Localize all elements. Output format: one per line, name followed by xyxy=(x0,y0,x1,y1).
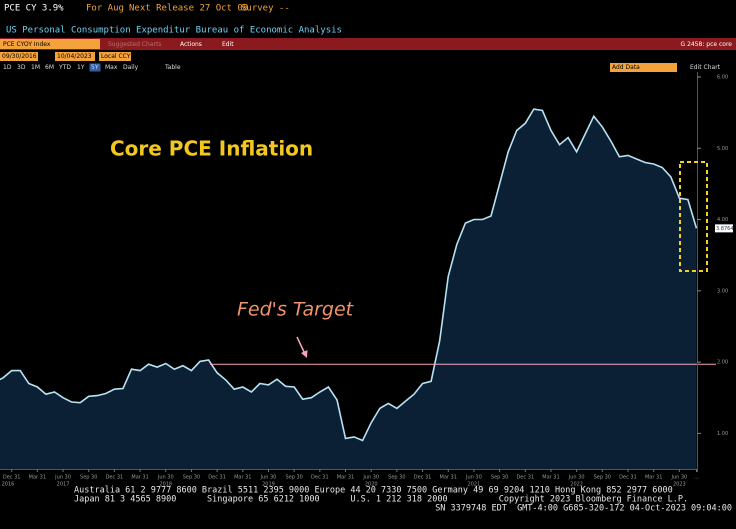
range-button[interactable]: 1M xyxy=(31,64,40,71)
x-tick-label: Dec 31 xyxy=(311,475,329,481)
end-date-box[interactable] xyxy=(55,52,95,61)
range-button[interactable]: 5Y xyxy=(91,64,99,71)
description: US Personal Consumption Expenditur Burea… xyxy=(6,26,342,36)
x-tick-label: Mar 31 xyxy=(234,475,251,481)
x-tick-label: Mar 31 xyxy=(542,475,559,481)
x-tick-label: Mar 31 xyxy=(29,475,46,481)
footer-line: Australia 61 2 9777 8600 Brazil 5511 239… xyxy=(74,486,673,496)
x-tick-label: Dec 31 xyxy=(619,475,637,481)
security: PCE CYOY Index xyxy=(3,41,51,48)
x-tick-label: Mar 31 xyxy=(131,475,148,481)
edit[interactable]: Edit xyxy=(222,41,234,48)
x-tick-label: Dec 31 xyxy=(106,475,124,481)
x-tick-label: Jun 30 xyxy=(54,475,71,481)
arrow-shaft xyxy=(296,336,306,355)
x-year-label: 2022 xyxy=(570,482,583,488)
x-tick-label: Mar 31 xyxy=(645,475,662,481)
x-tick-label: Dec 31 xyxy=(414,475,432,481)
y-tick-label: 3.00 xyxy=(717,288,728,294)
range-button[interactable]: 6M xyxy=(45,64,54,71)
x-tick-label: Jun 30 xyxy=(670,475,687,481)
x-tick-label: Sep 30 xyxy=(183,475,200,481)
range-button[interactable]: 1Y xyxy=(77,64,85,71)
survey: Survey -- xyxy=(241,4,290,14)
chart-id: G 2458: pce core xyxy=(681,41,733,48)
y-tick-label: 6.00 xyxy=(717,75,728,81)
range-active xyxy=(89,63,101,72)
x-year-label: 2018 xyxy=(159,482,172,488)
x-tick-label: Mar 31 xyxy=(440,475,457,481)
x-year-label: 2023 xyxy=(673,482,686,488)
y-tick-label: 2.00 xyxy=(717,360,728,366)
plot: 1.00 2.00 3.00 4.00 5.00 6.00 3.8764 Dec 31 Mar … xyxy=(0,72,734,488)
y-tick-label: 4.00 xyxy=(717,217,728,223)
end-date: 10/04/2023 xyxy=(57,53,92,60)
x-year-label: 2017 xyxy=(57,482,70,488)
range-buttons: 1D 3D 1M 6M YTD 1Y 5Y Max Daily Table xyxy=(3,63,181,72)
y-tick-label: 5.00 xyxy=(717,146,728,152)
x-tick-label: Sep 30 xyxy=(80,475,97,481)
start-date-box[interactable] xyxy=(0,52,38,61)
x-year-label: 2021 xyxy=(468,482,481,488)
x-tick-label: Sep 30 xyxy=(285,475,302,481)
x-tick-label: Jun 30 xyxy=(568,475,585,481)
ticker: PCE CY 3.9% xyxy=(4,4,64,14)
annotation: Fed's Target xyxy=(237,299,355,321)
next-release: Next Release 27 Oct 08 xyxy=(129,4,248,14)
x-tick-label: Dec 31 xyxy=(516,475,534,481)
y-tick-label: 1.00 xyxy=(717,431,728,437)
range-button[interactable]: Table xyxy=(164,64,181,71)
range-button[interactable]: Max xyxy=(105,64,118,71)
x-tick-label: Sep 30 xyxy=(388,475,405,481)
x-tick-label: Sep 30 xyxy=(594,475,611,481)
footer-line: SN 3379748 EDT GMT-4:00 G685-320-172 04-… xyxy=(435,504,732,514)
start-date: 09/30/2016 xyxy=(2,53,37,60)
x-tick-label: Jun 30 xyxy=(362,475,379,481)
range-button[interactable]: YTD xyxy=(58,64,71,71)
line xyxy=(0,108,698,442)
x-tick-label: Sep 30 xyxy=(491,475,508,481)
x-year-label: 2020 xyxy=(365,482,378,488)
period: For Aug xyxy=(86,4,124,14)
currency: Local CCY xyxy=(101,53,131,60)
chart-title: Core PCE Inflation xyxy=(110,137,313,161)
highlight-box xyxy=(679,161,708,272)
edit-chart[interactable]: Edit Chart xyxy=(690,64,721,71)
footer-line: Japan 81 3 4565 8900 Singapore 65 6212 1… xyxy=(74,495,688,505)
x-year-label: 2016 xyxy=(2,482,15,488)
last-value-label: 3.8764 xyxy=(716,226,734,232)
x-tick-label: Jun 30 xyxy=(260,475,277,481)
command-bar xyxy=(0,38,736,50)
range-button[interactable]: 3D xyxy=(17,64,26,71)
x-tick-label: Jun 30 xyxy=(157,475,174,481)
x-tick-label: ... xyxy=(694,475,699,481)
x-tick-label: Dec 31 xyxy=(3,475,21,481)
x-tick-label: Dec 31 xyxy=(208,475,226,481)
x-tick-label: Mar 31 xyxy=(337,475,354,481)
x-year-label: 2019 xyxy=(262,482,275,488)
range-button[interactable]: 1D xyxy=(3,64,12,71)
add-data-box[interactable] xyxy=(610,63,677,72)
range-button[interactable]: Daily xyxy=(123,64,139,71)
security-box[interactable] xyxy=(0,39,100,49)
x-tick-label: Jun 30 xyxy=(465,475,482,481)
last-value-box xyxy=(715,224,733,233)
suggested[interactable]: Suggested Charts xyxy=(108,41,161,48)
area xyxy=(0,109,697,469)
add-data: Add Data xyxy=(612,64,640,71)
arrow-head xyxy=(301,350,308,358)
actions[interactable]: Actions xyxy=(180,41,202,48)
currency-box[interactable] xyxy=(99,52,131,61)
